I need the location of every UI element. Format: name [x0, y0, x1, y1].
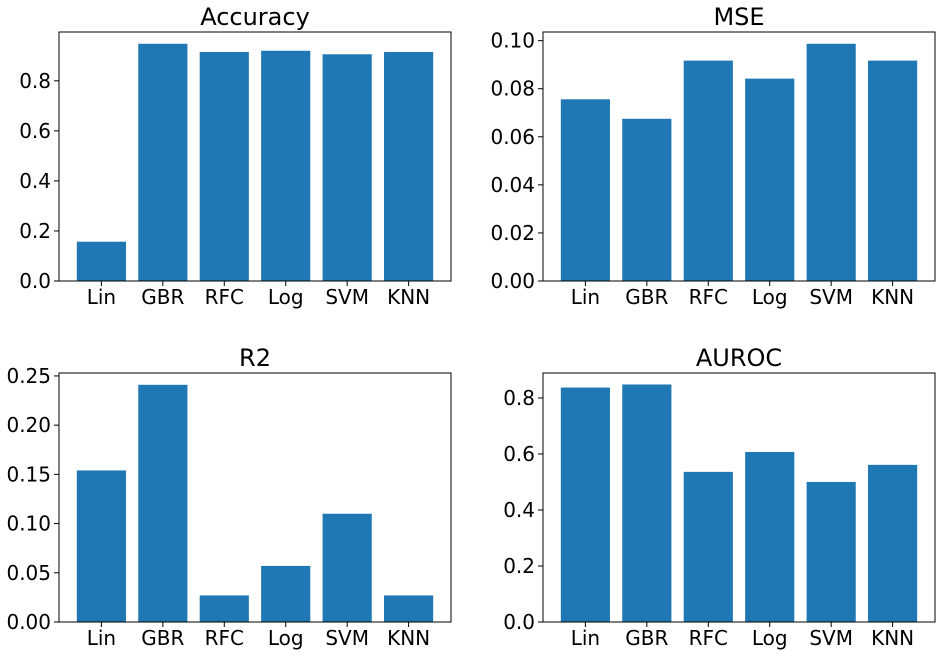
axes-frame-r2: [58, 372, 452, 623]
bar-r2-rfc: [199, 595, 249, 622]
x-tick-label-auroc-gbr: GBR: [625, 626, 668, 650]
x-tick-label-auroc-rfc: RFC: [689, 626, 728, 650]
y-tick-label-auroc-4: 0.8: [503, 386, 535, 410]
y-tick-label-accuracy-1: 0.2: [19, 219, 51, 243]
x-tick-label-r2-log: Log: [268, 626, 304, 650]
x-tick-label-mse-log: Log: [752, 285, 788, 309]
bar-auroc-lin: [560, 387, 610, 622]
y-tick-label-accuracy-3: 0.6: [19, 119, 51, 143]
bar-mse-gbr: [622, 118, 672, 281]
y-tick-label-mse-0: 0.00: [490, 269, 535, 293]
x-tick-label-r2-lin: Lin: [87, 626, 116, 650]
bar-accuracy-rfc: [199, 52, 249, 282]
y-tick-label-r2-0: 0.00: [6, 610, 51, 634]
bar-auroc-svm: [806, 481, 856, 622]
bar-auroc-rfc: [683, 471, 733, 622]
bar-auroc-log: [745, 451, 795, 622]
y-tick-label-mse-1: 0.02: [490, 221, 535, 245]
x-tick-label-r2-gbr: GBR: [141, 626, 184, 650]
y-tick-label-mse-2: 0.04: [490, 173, 535, 197]
bar-r2-gbr: [138, 384, 188, 622]
bar-auroc-knn: [868, 464, 918, 622]
bar-accuracy-gbr: [138, 43, 188, 281]
chart-title-auroc: AUROC: [696, 344, 782, 372]
x-tick-label-r2-knn: KNN: [387, 626, 430, 650]
x-tick-label-mse-lin: Lin: [571, 285, 600, 309]
y-tick-label-auroc-1: 0.2: [503, 554, 535, 578]
y-tick-label-r2-5: 0.25: [6, 364, 51, 388]
y-tick-label-accuracy-4: 0.8: [19, 69, 51, 93]
y-tick-label-auroc-3: 0.6: [503, 442, 535, 466]
y-tick-label-mse-3: 0.06: [490, 125, 535, 149]
chart-title-accuracy: Accuracy: [200, 3, 310, 31]
y-tick-label-accuracy-2: 0.4: [19, 169, 51, 193]
axes-frame-mse: [542, 31, 936, 282]
bar-mse-lin: [560, 99, 610, 281]
bar-accuracy-svm: [322, 54, 372, 281]
x-tick-label-mse-svm: SVM: [809, 285, 853, 309]
chart-panel-accuracy: Lin GBR RFC Log SVM KNN 0.0 0.2 0.4 0.6 0.8 Accurac…: [19, 3, 452, 309]
x-tick-label-auroc-svm: SVM: [809, 626, 853, 650]
x-tick-label-accuracy-svm: SVM: [325, 285, 369, 309]
bar-accuracy-log: [261, 50, 311, 281]
bar-mse-knn: [868, 60, 918, 282]
chart-panel-auroc: Lin GBR RFC Log SVM KNN 0.0 0.2 0.4 0.6 0.8 AUROC: [503, 344, 936, 650]
bar-r2-svm: [322, 513, 372, 622]
bar-r2-lin: [76, 470, 126, 622]
chart-panel-r2: Lin GBR RFC Log SVM KNN 0.00 0.05 0.10 0.15 0.20 0.…: [6, 344, 452, 650]
y-tick-label-r2-2: 0.10: [6, 512, 51, 536]
chart-title-r2: R2: [239, 344, 271, 372]
x-tick-label-accuracy-gbr: GBR: [141, 285, 184, 309]
y-tick-label-mse-4: 0.08: [490, 77, 535, 101]
bar-r2-knn: [384, 595, 434, 622]
bar-mse-rfc: [683, 60, 733, 282]
chart-title-mse: MSE: [713, 3, 764, 31]
x-tick-label-mse-knn: KNN: [871, 285, 914, 309]
x-tick-label-accuracy-knn: KNN: [387, 285, 430, 309]
y-tick-label-r2-1: 0.05: [6, 561, 51, 585]
axes-frame-accuracy: [58, 31, 452, 282]
x-tick-label-mse-gbr: GBR: [625, 285, 668, 309]
x-tick-label-accuracy-rfc: RFC: [205, 285, 244, 309]
bar-accuracy-knn: [384, 52, 434, 282]
x-tick-label-mse-rfc: RFC: [689, 285, 728, 309]
bar-auroc-gbr: [622, 384, 672, 622]
x-tick-label-auroc-knn: KNN: [871, 626, 914, 650]
bar-r2-log: [261, 565, 311, 622]
x-tick-label-auroc-lin: Lin: [571, 626, 600, 650]
y-tick-label-auroc-0: 0.0: [503, 610, 535, 634]
chart-panel-mse: Lin GBR RFC Log SVM KNN 0.00 0.02 0.04 0.06 0.08 0.…: [490, 3, 936, 309]
bar-accuracy-lin: [76, 241, 126, 281]
x-tick-label-r2-svm: SVM: [325, 626, 369, 650]
axes-frame-auroc: [542, 372, 936, 623]
x-tick-label-auroc-log: Log: [752, 626, 788, 650]
y-tick-label-auroc-2: 0.4: [503, 498, 535, 522]
x-tick-label-accuracy-lin: Lin: [87, 285, 116, 309]
bar-mse-svm: [806, 43, 856, 282]
y-tick-label-accuracy-0: 0.0: [19, 269, 51, 293]
y-tick-label-mse-5: 0.10: [490, 29, 535, 53]
y-tick-label-r2-3: 0.15: [6, 462, 51, 486]
y-tick-label-r2-4: 0.20: [6, 413, 51, 437]
x-tick-label-accuracy-log: Log: [268, 285, 304, 309]
bar-mse-log: [745, 78, 795, 281]
x-tick-label-r2-rfc: RFC: [205, 626, 244, 650]
